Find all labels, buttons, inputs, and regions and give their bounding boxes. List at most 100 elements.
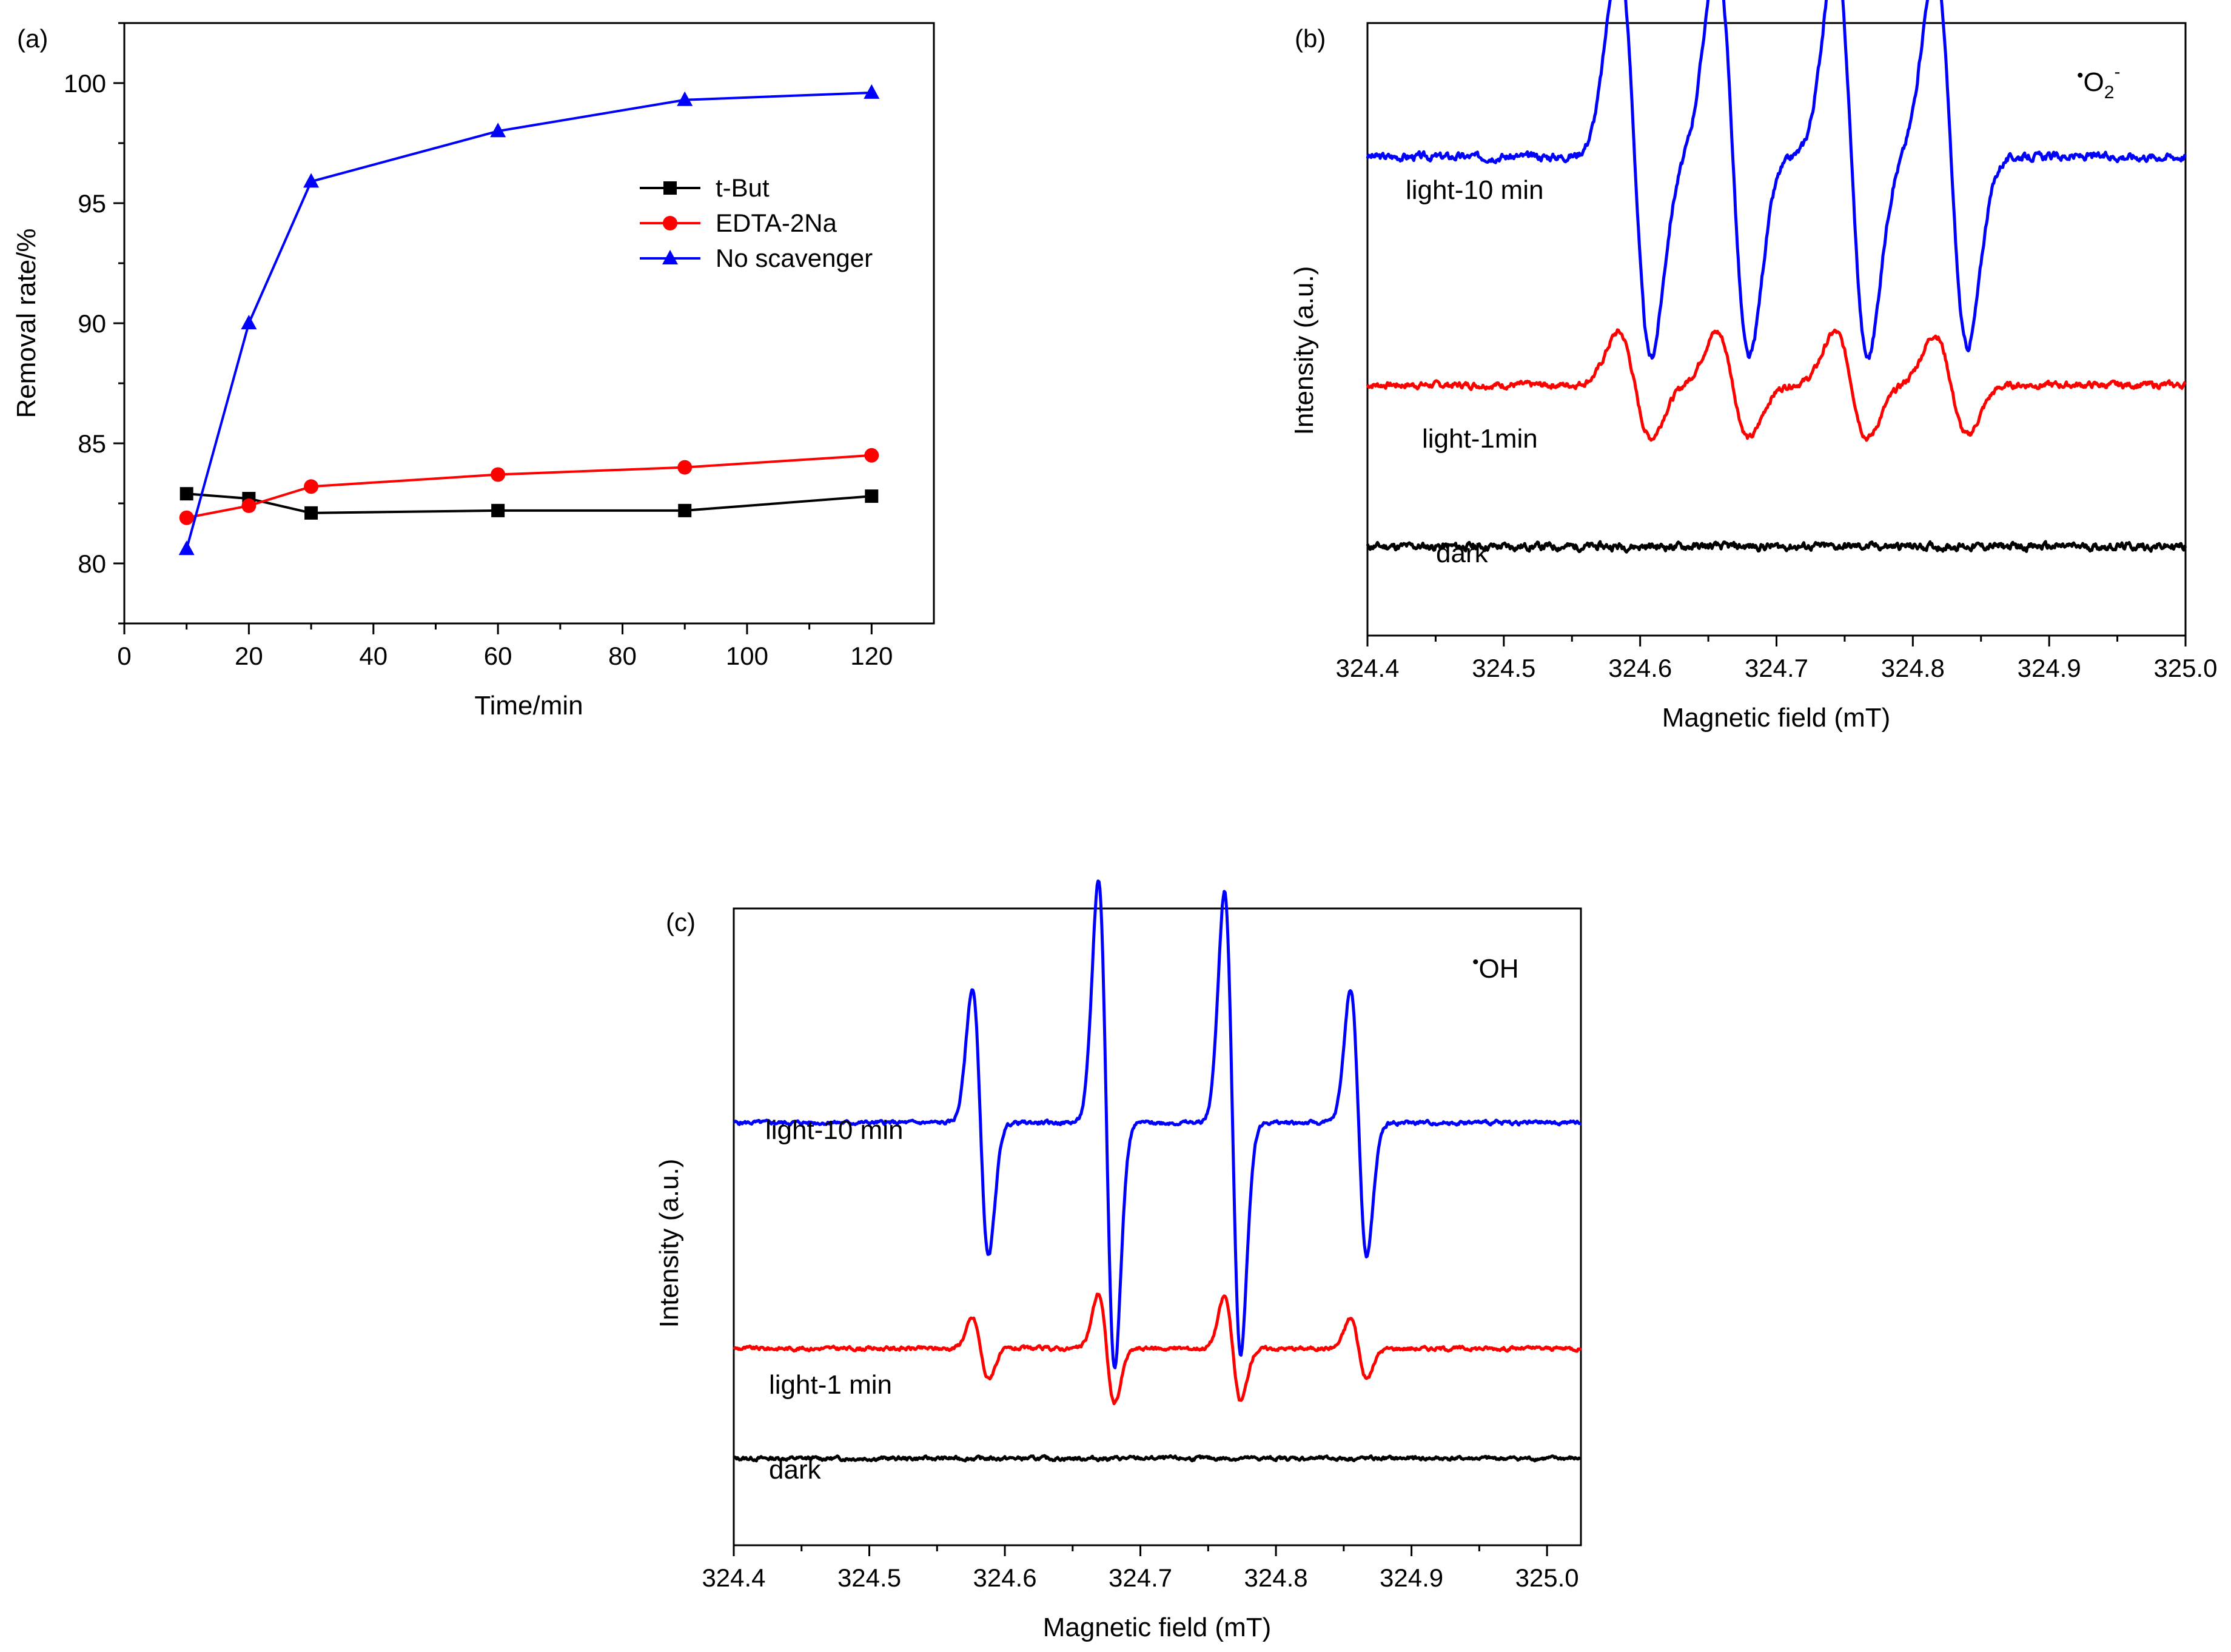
legend-marker <box>663 216 677 230</box>
data-point <box>677 91 693 106</box>
series-light-10-min: light-10 min <box>1366 0 2187 360</box>
data-point <box>864 84 880 99</box>
panel-b-x-tick-label: 324.4 <box>1335 654 1399 682</box>
panel-b-y-axis-title: Intensity (a.u.) <box>1289 266 1319 435</box>
series-dark: dark <box>1366 539 2187 568</box>
panel-b-label: (b) <box>1295 24 1326 53</box>
radical-dot: • <box>2077 65 2084 86</box>
panel-a-x-axis-title: Time/min <box>474 691 583 720</box>
series-no-scavenger <box>178 84 880 556</box>
data-point <box>865 489 879 503</box>
panel-a-x-tick-label: 0 <box>117 642 131 670</box>
panel-c-x-tick-label: 324.6 <box>973 1563 1036 1592</box>
panel-a-x-tick-label: 100 <box>726 642 768 670</box>
panel-c-x-tick-label: 324.5 <box>837 1563 901 1592</box>
panel-b-ticks: 324.4 324.5 324.6 324.7 324.8 324.9 325.0 <box>1335 636 2218 682</box>
panel-c-ticks: 324.4 324.5 324.6 324.7 324.8 324.9 325.0 <box>702 1545 1579 1592</box>
legend-label: EDTA-2Na <box>716 209 837 237</box>
radical-main: O <box>2084 67 2104 97</box>
panel-c-series: light-10 min light-1 min dark <box>733 879 1582 1485</box>
panel-c-y-axis-title: Intensity (a.u.) <box>654 1159 684 1328</box>
epr-spectrum-line <box>1366 328 2187 442</box>
radical-main: OH <box>1479 954 1519 984</box>
panel-c-x-axis-title: Magnetic field (mT) <box>1043 1613 1272 1642</box>
legend-marker <box>662 250 678 264</box>
data-point <box>179 510 194 525</box>
panel-b-x-tick-label: 324.9 <box>2018 654 2081 682</box>
panel-a-y-axis-title: Removal rate/% <box>12 228 41 418</box>
legend-item: No scavenger <box>640 244 873 272</box>
legend-item: t-But <box>640 173 770 202</box>
legend-item: EDTA-2Na <box>640 209 837 237</box>
panel-a-y-tick-label: 95 <box>78 189 106 218</box>
panel-a-legend: t-But EDTA-2Na No scavenger <box>640 173 873 272</box>
epr-spectrum-line <box>1366 0 2187 360</box>
panel-a-y-tick-label: 100 <box>64 69 106 98</box>
series-line <box>185 91 872 549</box>
panel-b-epr-superoxide-chart: (b) 324.4 324.5 324.6 324.7 324.8 324.9 325.0 … <box>1289 0 2218 733</box>
legend-label: t-But <box>716 173 770 202</box>
data-point <box>491 467 506 482</box>
epr-spectrum-line <box>733 879 1582 1369</box>
panel-c-radical-label: •OH <box>1472 952 1519 984</box>
panel-a-x-tick-label: 80 <box>608 642 637 670</box>
panel-b-x-axis-title: Magnetic field (mT) <box>1662 703 1891 733</box>
series-t-but <box>179 487 879 520</box>
epr-spectrum-line <box>733 1292 1582 1405</box>
panel-a-series <box>178 84 880 556</box>
panel-c-plot-frame <box>733 907 1582 1546</box>
data-point <box>678 503 692 517</box>
panel-b-radical-label: •O2- <box>2077 62 2120 102</box>
panel-a-ticks: 0 20 40 60 80 100 120 80 85 90 95 100 <box>64 22 893 670</box>
panel-c-x-tick-label: 324.8 <box>1244 1563 1308 1592</box>
data-point <box>179 487 193 501</box>
data-point <box>178 540 195 556</box>
data-point <box>241 315 257 329</box>
panel-b-x-tick-label: 324.8 <box>1881 654 1945 682</box>
curve-label: dark <box>1436 539 1489 568</box>
panel-a-y-tick-label: 85 <box>78 429 106 458</box>
panel-c-label: (c) <box>666 908 696 936</box>
epr-spectrum-line <box>733 1454 1582 1463</box>
panel-b-x-tick-label: 325.0 <box>2153 654 2217 682</box>
panel-b-x-tick-label: 324.6 <box>1608 654 1672 682</box>
data-point <box>677 460 693 475</box>
curve-label: dark <box>769 1455 822 1485</box>
panel-a-x-tick-label: 40 <box>359 642 387 670</box>
panel-a-y-tick-label: 80 <box>78 549 106 578</box>
series-line <box>186 492 872 514</box>
panel-c-epr-hydroxyl-chart: (c) 324.4 324.5 324.6 324.7 324.8 324.9 325.0 … <box>654 879 1582 1642</box>
data-point <box>303 173 320 188</box>
panel-a-label: (a) <box>17 24 48 53</box>
panel-c-x-tick-label: 324.9 <box>1380 1563 1443 1592</box>
panel-a-x-tick-label: 120 <box>850 642 893 670</box>
series-edta-2na <box>179 448 879 525</box>
series-dark: dark <box>733 1454 1582 1485</box>
panel-b-x-tick-label: 324.7 <box>1745 654 1808 682</box>
panel-b-x-tick-label: 324.5 <box>1472 654 1535 682</box>
radical-dot: • <box>1472 952 1479 972</box>
curve-label: light-1 min <box>769 1370 892 1400</box>
series-light-1-min: light-1 min <box>733 1292 1582 1405</box>
data-point <box>864 448 879 463</box>
panel-c-x-tick-label: 325.0 <box>1515 1563 1579 1592</box>
data-point <box>304 506 318 520</box>
curve-label: light-10 min <box>765 1115 903 1145</box>
panel-a-y-tick-label: 90 <box>78 309 106 338</box>
series-light-1min: light-1min <box>1366 328 2187 454</box>
series-light-10-min: light-10 min <box>733 879 1582 1369</box>
panel-a-x-tick-label: 60 <box>484 642 512 670</box>
data-point <box>490 123 506 138</box>
panel-c-x-tick-label: 324.7 <box>1109 1563 1172 1592</box>
curve-label: light-1min <box>1422 424 1538 454</box>
radical-subscript: 2 <box>2104 82 2115 102</box>
data-point <box>241 498 257 513</box>
legend-marker <box>663 181 677 195</box>
panel-b-series: light-10 min light-1min dark <box>1366 0 2187 568</box>
epr-spectrum-line <box>1366 540 2187 554</box>
legend-label: No scavenger <box>716 244 873 272</box>
data-point <box>304 479 319 494</box>
panel-c-x-tick-label: 324.4 <box>702 1563 765 1592</box>
curve-label: light-10 min <box>1406 175 1543 205</box>
